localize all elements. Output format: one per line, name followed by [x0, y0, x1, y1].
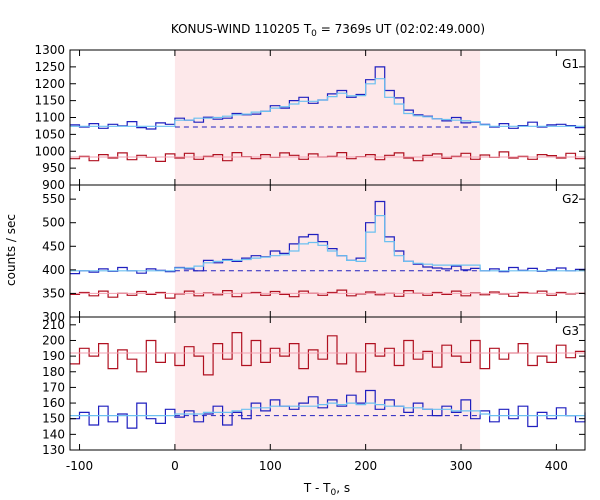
- y-tick-label: 1150: [34, 94, 65, 108]
- g3-measured-counts-line: [70, 389, 586, 429]
- x-tick-label: 400: [545, 459, 568, 473]
- y-tick-label: 210: [42, 318, 65, 332]
- y-tick-label: 130: [42, 443, 65, 457]
- x-axis-label: T - T0, s: [303, 481, 350, 498]
- g1-model-fit-line: [70, 78, 585, 127]
- y-tick-label: 1050: [34, 127, 65, 141]
- g3-model-fit-line: [70, 402, 585, 417]
- y-tick-label: 400: [42, 263, 65, 277]
- y-tick-label: 950: [42, 161, 65, 175]
- x-tick-label: 300: [450, 459, 473, 473]
- y-tick-label: 500: [42, 216, 65, 230]
- plot-area: 9009501000105011001150120012501300G13003…: [34, 43, 586, 473]
- chart-title: KONUS-WIND 110205 T0 = 7369s UT (02:02:4…: [171, 22, 485, 39]
- g3-panel-frame: [69, 316, 586, 451]
- y-tick-label: 900: [42, 178, 65, 192]
- x-tick-label: 200: [354, 459, 377, 473]
- panel-label-g3: G3: [562, 324, 579, 338]
- y-tick-label: 150: [42, 412, 65, 426]
- y-axis-label: counts / sec: [4, 214, 18, 286]
- x-axis-label-rest: , s: [336, 481, 350, 495]
- y-tick-label: 450: [42, 239, 65, 253]
- y-tick-label: 1300: [34, 43, 65, 57]
- x-axis-label-subscript: 0: [331, 488, 337, 498]
- panel-label-g2: G2: [562, 192, 579, 206]
- chart-title-subscript: 0: [311, 29, 317, 39]
- chart-title-rest: = 7369s UT (02:02:49.000): [317, 22, 485, 36]
- y-tick-label: 300: [42, 310, 65, 324]
- y-tick-label: 190: [42, 349, 65, 363]
- panel-label-g1: G1: [562, 57, 579, 71]
- y-tick-label: 140: [42, 427, 65, 441]
- g1-other-detector-counts-line: [70, 151, 586, 162]
- x-tick-label: 100: [259, 459, 282, 473]
- y-tick-label: 180: [42, 365, 65, 379]
- panel-g1: 900 950 1000 1050 1100 1150 1200 1250 1300 G1: [34, 43, 586, 192]
- y-tick-label: 1250: [34, 60, 65, 74]
- y-tick-label: 200: [42, 333, 65, 347]
- y-tick-label: 550: [42, 192, 65, 206]
- x-axis-label-main: T - T: [303, 481, 331, 495]
- y-tick-label: 350: [42, 286, 65, 300]
- y-tick-label: 170: [42, 380, 65, 394]
- g2-model-fit-line: [70, 215, 585, 272]
- y-tick-label: 1100: [34, 111, 65, 125]
- y-tick-label: 160: [42, 396, 65, 410]
- chart-title-main: KONUS-WIND 110205 T: [171, 22, 312, 36]
- y-tick-label: 1000: [34, 144, 65, 158]
- x-tick-label: 0: [171, 459, 179, 473]
- x-tick-label: -100: [66, 459, 93, 473]
- g1-measured-counts-line: [70, 66, 586, 130]
- y-tick-label: 1200: [34, 77, 65, 91]
- g3-other-detector-counts-line: [70, 332, 586, 376]
